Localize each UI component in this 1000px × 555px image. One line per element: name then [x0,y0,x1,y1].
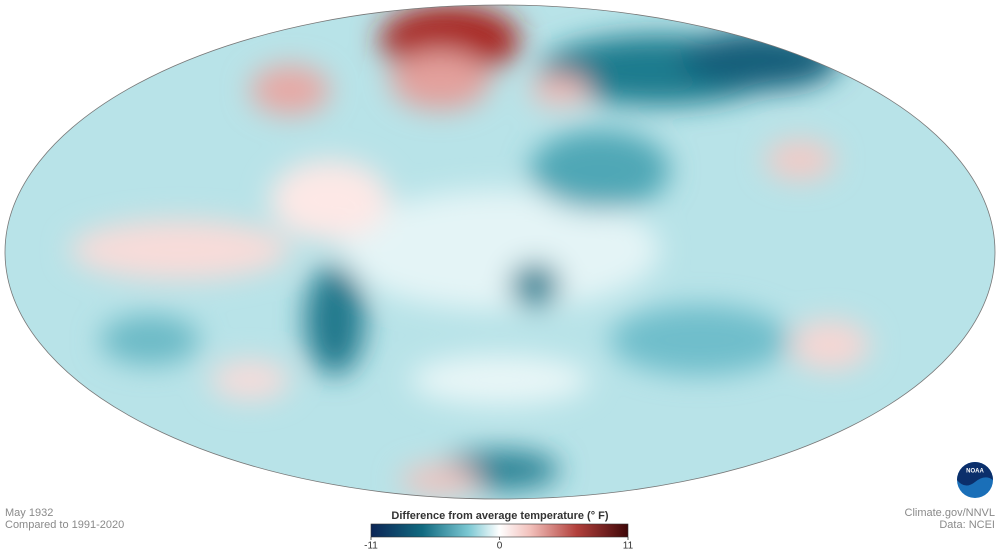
map-outline [4,4,996,500]
legend-tick-label: -11 [364,541,378,552]
date-label: May 1932 [5,507,53,519]
logo-text: NOAA [966,469,984,475]
source-label: Data: NCEI [939,519,995,531]
credit-label: Climate.gov/NNVL [905,507,995,519]
legend-tick-label: 0 [497,541,503,552]
color-bar [370,523,629,538]
map [5,5,995,499]
baseline-label: Compared to 1991-2020 [5,519,124,531]
legend-tick-label: 11 [623,541,634,552]
legend-title: Difference from average temperature (° F… [391,510,608,522]
noaa-logo: NOAA [957,462,993,498]
